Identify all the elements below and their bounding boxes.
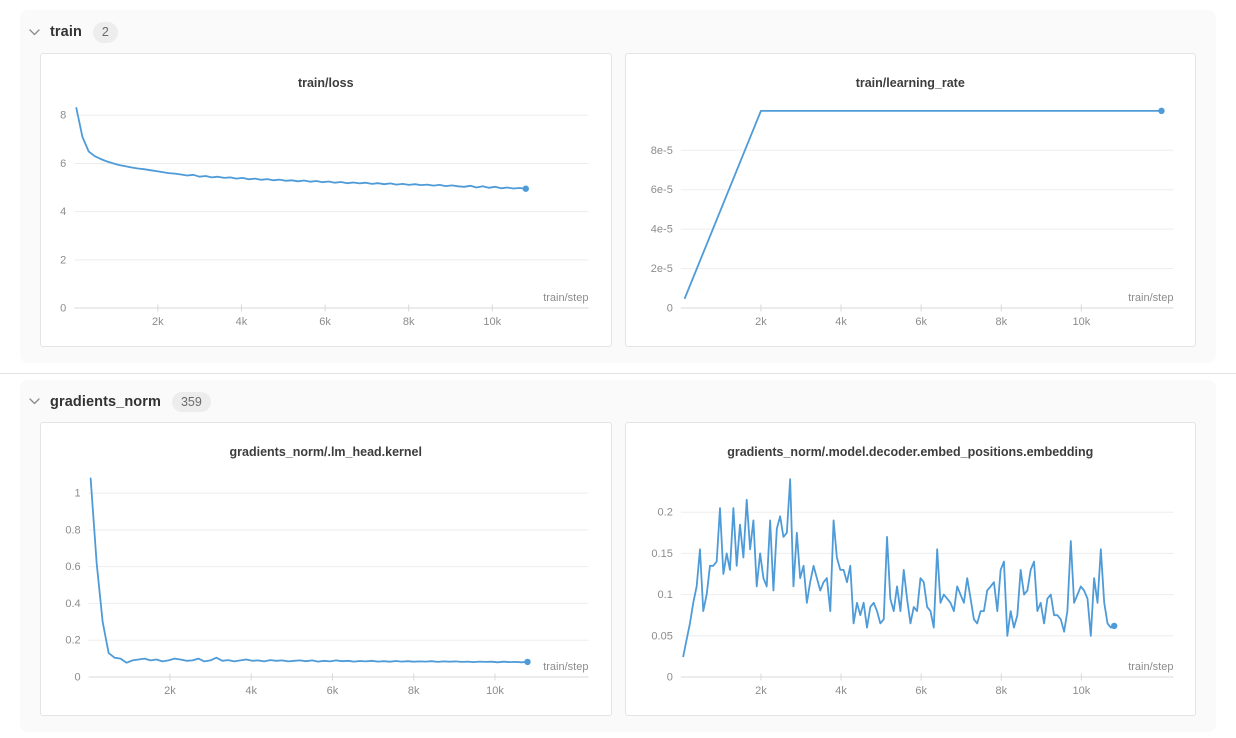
svg-text:0.1: 0.1 <box>657 589 672 601</box>
svg-text:10k: 10k <box>486 685 504 697</box>
svg-text:6k: 6k <box>327 685 339 697</box>
svg-text:0.15: 0.15 <box>651 548 672 560</box>
section-train: train 2 train/loss 0 2 4 6 8 2k 4k 6k 8k 10k train… <box>20 10 1216 363</box>
chart-panel-embed-positions-embedding[interactable]: gradients_norm/.model.decoder.embed_posi… <box>624 422 1196 716</box>
chart-title: train/learning_rate <box>855 75 965 90</box>
chart-title: train/loss <box>297 75 354 90</box>
svg-text:4k: 4k <box>236 316 248 328</box>
svg-text:0.4: 0.4 <box>65 598 80 610</box>
svg-text:10k: 10k <box>483 316 501 328</box>
chart-panel-train-learning-rate[interactable]: train/learning_rate 0 2e-5 4e-5 6e-5 8e-5 2k 4… <box>624 52 1196 347</box>
line-chart-train-loss[interactable]: 0 2 4 6 8 2k 4k 6k 8k 10k train/step <box>49 92 603 340</box>
svg-text:0.2: 0.2 <box>657 507 672 519</box>
svg-text:1: 1 <box>75 488 81 500</box>
svg-text:6k: 6k <box>915 685 927 697</box>
svg-text:0: 0 <box>666 672 672 684</box>
svg-text:8e-5: 8e-5 <box>650 144 672 156</box>
svg-text:0.6: 0.6 <box>65 561 80 573</box>
svg-text:10k: 10k <box>1072 316 1090 328</box>
panel-row: gradients_norm/.lm_head.kernel 0 0.2 0.4 0.… <box>40 422 1196 716</box>
svg-text:0: 0 <box>75 672 81 684</box>
svg-text:8: 8 <box>60 109 66 121</box>
chart-panel-lm-head-kernel[interactable]: gradients_norm/.lm_head.kernel 0 0.2 0.4 0.… <box>40 422 612 716</box>
svg-text:8k: 8k <box>408 685 420 697</box>
svg-text:0.05: 0.05 <box>651 630 672 642</box>
line-chart-embed-positions-embedding[interactable]: 0 0.05 0.1 0.15 0.2 2k 4k 6k 8k 10k train/step <box>634 461 1188 709</box>
svg-text:0.8: 0.8 <box>65 524 80 536</box>
svg-text:train/step: train/step <box>543 661 588 673</box>
svg-text:8k: 8k <box>995 316 1007 328</box>
chart-title: gradients_norm/.lm_head.kernel <box>229 445 422 459</box>
svg-text:2k: 2k <box>152 316 164 328</box>
svg-text:8k: 8k <box>403 316 415 328</box>
svg-text:0.2: 0.2 <box>65 635 80 647</box>
svg-text:2k: 2k <box>164 685 176 697</box>
chevron-down-icon[interactable] <box>27 25 41 39</box>
svg-text:2e-5: 2e-5 <box>650 263 672 275</box>
svg-text:2k: 2k <box>755 316 767 328</box>
section-train-header[interactable]: train 2 <box>27 22 1196 43</box>
section-count-badge: 359 <box>171 391 211 412</box>
svg-text:6e-5: 6e-5 <box>650 184 672 196</box>
panel-row: train/loss 0 2 4 6 8 2k 4k 6k 8k 10k train/step tr… <box>40 52 1196 347</box>
line-chart-train-learning-rate[interactable]: 0 2e-5 4e-5 6e-5 8e-5 2k 4k 6k 8k 10k train/step <box>634 92 1188 340</box>
svg-text:4k: 4k <box>835 316 847 328</box>
section-title: train <box>50 24 82 41</box>
chart-panel-train-loss[interactable]: train/loss 0 2 4 6 8 2k 4k 6k 8k 10k train/step <box>40 52 612 347</box>
chart-title: gradients_norm/.model.decoder.embed_posi… <box>727 445 1094 459</box>
svg-text:4k: 4k <box>245 685 257 697</box>
svg-text:train/step: train/step <box>1128 292 1173 304</box>
section-count-badge: 2 <box>92 22 118 43</box>
svg-text:0: 0 <box>60 302 66 314</box>
svg-text:10k: 10k <box>1072 685 1090 697</box>
svg-text:4: 4 <box>60 206 66 218</box>
line-chart-lm-head-kernel[interactable]: 0 0.2 0.4 0.6 0.8 1 2k 4k 6k 8k 10k train/step <box>49 461 603 709</box>
svg-text:0: 0 <box>666 302 672 314</box>
svg-text:8k: 8k <box>995 685 1007 697</box>
svg-text:6k: 6k <box>319 316 331 328</box>
section-gradients-norm-header[interactable]: gradients_norm 359 <box>27 391 1196 412</box>
svg-text:2k: 2k <box>755 685 767 697</box>
svg-text:train/step: train/step <box>1128 661 1173 673</box>
svg-text:6: 6 <box>60 157 66 169</box>
svg-text:6k: 6k <box>915 316 927 328</box>
section-divider <box>0 372 1236 374</box>
svg-text:4k: 4k <box>835 685 847 697</box>
section-title: gradients_norm <box>50 393 161 410</box>
svg-text:train/step: train/step <box>543 292 588 304</box>
chevron-down-icon[interactable] <box>27 395 41 409</box>
svg-text:2: 2 <box>60 254 66 266</box>
svg-text:4e-5: 4e-5 <box>650 223 672 235</box>
section-gradients-norm: gradients_norm 359 gradients_norm/.lm_he… <box>20 379 1216 732</box>
